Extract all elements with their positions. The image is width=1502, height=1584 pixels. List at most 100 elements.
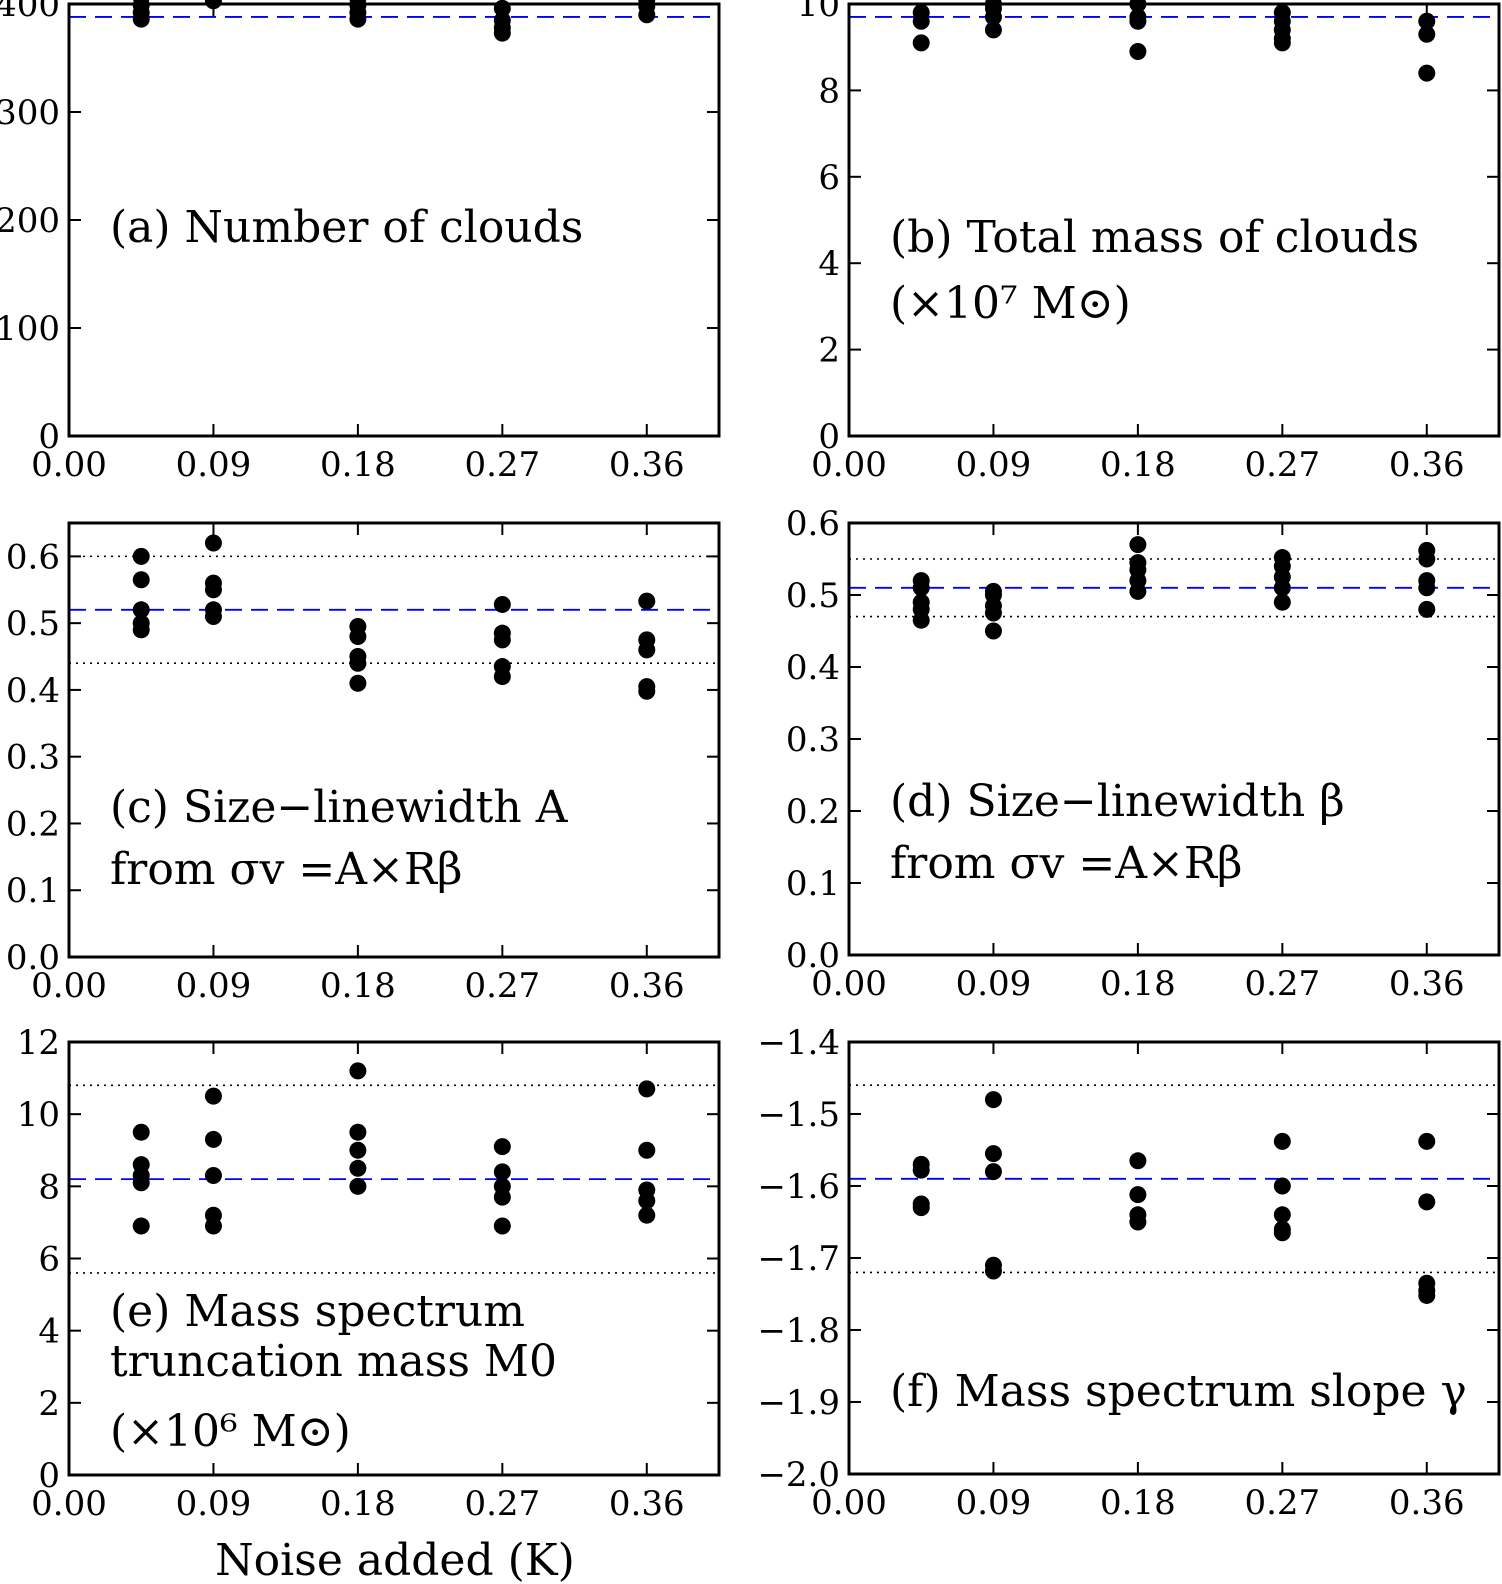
- y-tick-label-d: 0.3: [786, 720, 840, 760]
- data-point-e: [132, 1217, 150, 1235]
- x-tick-label-b: 0.00: [811, 445, 887, 485]
- y-tick-label-c: 0.2: [6, 804, 60, 844]
- x-tick-label-f: 0.18: [1100, 1483, 1176, 1523]
- data-point-d: [1273, 549, 1291, 567]
- data-point-a: [493, 11, 511, 29]
- x-tick-label-f: 0.09: [956, 1483, 1032, 1523]
- data-point-e: [204, 1130, 222, 1148]
- data-point-d: [984, 582, 1002, 600]
- data-point-f: [1129, 1213, 1147, 1231]
- plot-frame-b: [847, 2, 1501, 438]
- panel-d-label-line2: from σv =A×Rβ: [890, 838, 1242, 889]
- plot-frame-f: [847, 1040, 1501, 1476]
- data-point-f: [1273, 1206, 1291, 1224]
- panel-b-label-line1: (b) Total mass of clouds: [890, 212, 1419, 263]
- x-tick-label-e: 0.18: [320, 1484, 396, 1524]
- y-tick-label-a: 300: [0, 93, 60, 133]
- data-point-f: [912, 1199, 930, 1217]
- data-point-b: [1418, 64, 1436, 82]
- data-point-f: [984, 1145, 1002, 1163]
- x-tick-label-a: 0.18: [320, 445, 396, 485]
- plot-frame-a: [67, 2, 721, 438]
- x-axis-label: Noise added (K): [215, 1535, 575, 1584]
- panel-b-label-line2: (×10⁷ M⊙): [890, 278, 1131, 329]
- y-tick-label-b: 8: [818, 71, 840, 111]
- data-point-f: [1273, 1177, 1291, 1195]
- y-tick-label-c: 0.3: [6, 738, 60, 778]
- y-tick-label-f: −1.8: [757, 1311, 840, 1351]
- data-point-d: [1418, 600, 1436, 618]
- panel-b: 0 2 4 6 8 10 0.00 0.09 0.18 0.27 0.36: [797, 0, 1501, 485]
- y-tick-label-e: 2: [38, 1384, 60, 1424]
- panel-e-label-line1: (e) Mass spectrum: [110, 1286, 525, 1337]
- x-tick-label-e: 0.27: [464, 1484, 540, 1524]
- y-tick-label-b: 4: [818, 244, 840, 284]
- panel-f-label: (f) Mass spectrum slope γ: [890, 1366, 1467, 1417]
- data-point-d: [1418, 541, 1436, 559]
- data-point-f: [1418, 1193, 1436, 1211]
- data-point-c: [349, 648, 367, 666]
- data-point-c: [132, 614, 150, 632]
- plot-frame-e: [67, 1040, 721, 1477]
- y-tick-label-f: −1.9: [757, 1383, 840, 1423]
- data-point-e: [132, 1156, 150, 1174]
- data-point-f: [1418, 1286, 1436, 1304]
- x-tick-label-c: 0.09: [176, 966, 252, 1006]
- data-point-f: [984, 1091, 1002, 1109]
- data-point-b: [1418, 12, 1436, 30]
- data-point-c: [349, 674, 367, 692]
- panel-c: 0.0 0.1 0.2 0.3 0.4 0.5 0.6 0.00 0.09 0.18 0.27 0.3…: [6, 521, 721, 1006]
- panel-c-label-line2: from σv =A×Rβ: [110, 844, 462, 895]
- data-point-e: [204, 1167, 222, 1185]
- x-tick-label-c: 0.27: [464, 966, 540, 1006]
- x-tick-label-b: 0.18: [1100, 445, 1176, 485]
- data-point-c: [638, 631, 656, 649]
- y-tick-label-b: 10: [797, 0, 840, 25]
- data-point-c: [132, 547, 150, 565]
- x-tick-label-f: 0.00: [811, 1483, 887, 1523]
- data-point-f: [984, 1163, 1002, 1181]
- panel-d: 0.0 0.1 0.2 0.3 0.4 0.5 0.6 0.00 0.09 0.18 0.27 0.3…: [786, 504, 1501, 1004]
- panel-c-label-line1: (c) Size−linewidth A: [110, 782, 569, 833]
- data-point-c: [132, 601, 150, 619]
- y-tick-label-d: 0.4: [786, 648, 840, 688]
- y-tick-label-f: −2.0: [757, 1455, 840, 1495]
- panel-d-label-line1: (d) Size−linewidth β: [890, 776, 1345, 827]
- data-point-b: [984, 21, 1002, 39]
- data-point-e: [638, 1080, 656, 1098]
- data-point-e: [638, 1141, 656, 1159]
- data-point-e: [349, 1062, 367, 1080]
- y-tick-label-b: 2: [818, 331, 840, 371]
- data-point-b: [1418, 25, 1436, 43]
- plot-frame-c: [67, 521, 721, 959]
- y-tick-label-d: 0.5: [786, 576, 840, 616]
- x-tick-label-c: 0.00: [31, 966, 107, 1006]
- x-tick-label-f: 0.27: [1244, 1483, 1320, 1523]
- y-tick-label-d: 0.1: [786, 864, 840, 904]
- data-point-e: [493, 1163, 511, 1181]
- data-point-d: [912, 572, 930, 590]
- x-tick-label-d: 0.27: [1244, 964, 1320, 1004]
- data-point-f: [1129, 1152, 1147, 1170]
- panel-a: 0 100 200 300 400 0.00 0.09 0.18 0.27 0.36: [0, 0, 721, 485]
- x-tick-label-a: 0.36: [609, 445, 685, 485]
- data-point-e: [349, 1141, 367, 1159]
- data-point-b: [912, 34, 930, 52]
- y-tick-label-f: −1.6: [757, 1167, 840, 1207]
- y-tick-label-d: 0.6: [786, 504, 840, 544]
- data-point-f: [1129, 1186, 1147, 1204]
- data-point-b: [1273, 4, 1291, 22]
- y-tick-label-a: 200: [0, 201, 60, 241]
- data-point-e: [638, 1181, 656, 1199]
- data-point-d: [1129, 554, 1147, 572]
- x-tick-label-d: 0.18: [1100, 964, 1176, 1004]
- data-point-c: [493, 658, 511, 676]
- y-tick-label-c: 0.1: [6, 871, 60, 911]
- y-tick-label-d: 0.0: [786, 936, 840, 976]
- data-point-c: [204, 574, 222, 592]
- y-tick-label-d: 0.2: [786, 792, 840, 832]
- y-tick-label-a: 400: [0, 0, 60, 25]
- data-point-c: [638, 592, 656, 610]
- data-point-f: [1273, 1132, 1291, 1150]
